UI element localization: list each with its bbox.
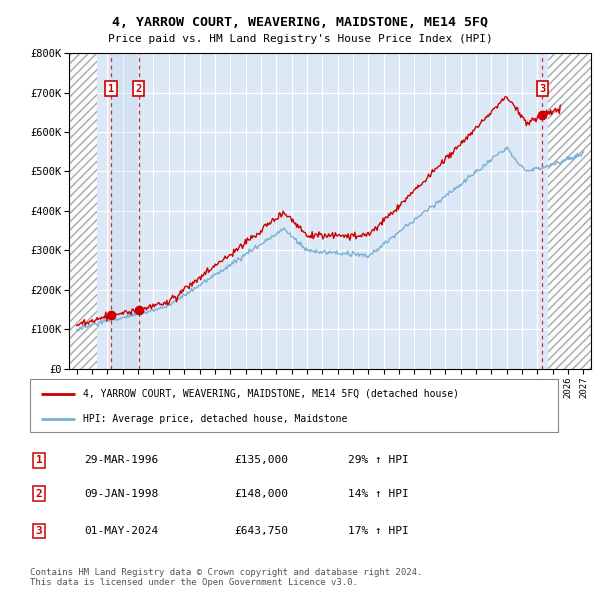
Text: Contains HM Land Registry data © Crown copyright and database right 2024.
This d: Contains HM Land Registry data © Crown c… bbox=[30, 568, 422, 587]
Text: 3: 3 bbox=[539, 84, 545, 94]
Text: 2: 2 bbox=[136, 84, 142, 94]
Bar bbox=[111, 53, 139, 369]
Bar bbox=[548, 53, 591, 369]
Text: HPI: Average price, detached house, Maidstone: HPI: Average price, detached house, Maid… bbox=[83, 414, 347, 424]
Text: £643,750: £643,750 bbox=[234, 526, 288, 536]
Text: 2: 2 bbox=[35, 489, 43, 499]
Text: 29-MAR-1996: 29-MAR-1996 bbox=[84, 455, 158, 465]
Text: 1: 1 bbox=[35, 455, 43, 465]
Text: 1: 1 bbox=[108, 84, 114, 94]
Text: Price paid vs. HM Land Registry's House Price Index (HPI): Price paid vs. HM Land Registry's House … bbox=[107, 34, 493, 44]
Text: £135,000: £135,000 bbox=[234, 455, 288, 465]
Text: £148,000: £148,000 bbox=[234, 489, 288, 499]
Bar bbox=[69, 53, 97, 369]
Text: 29% ↑ HPI: 29% ↑ HPI bbox=[348, 455, 409, 465]
Text: 09-JAN-1998: 09-JAN-1998 bbox=[84, 489, 158, 499]
Text: 4, YARROW COURT, WEAVERING, MAIDSTONE, ME14 5FQ: 4, YARROW COURT, WEAVERING, MAIDSTONE, M… bbox=[112, 16, 488, 29]
Text: 4, YARROW COURT, WEAVERING, MAIDSTONE, ME14 5FQ (detached house): 4, YARROW COURT, WEAVERING, MAIDSTONE, M… bbox=[83, 389, 459, 399]
Text: 14% ↑ HPI: 14% ↑ HPI bbox=[348, 489, 409, 499]
Text: 3: 3 bbox=[35, 526, 43, 536]
FancyBboxPatch shape bbox=[30, 379, 558, 432]
Text: 01-MAY-2024: 01-MAY-2024 bbox=[84, 526, 158, 536]
Text: 17% ↑ HPI: 17% ↑ HPI bbox=[348, 526, 409, 536]
